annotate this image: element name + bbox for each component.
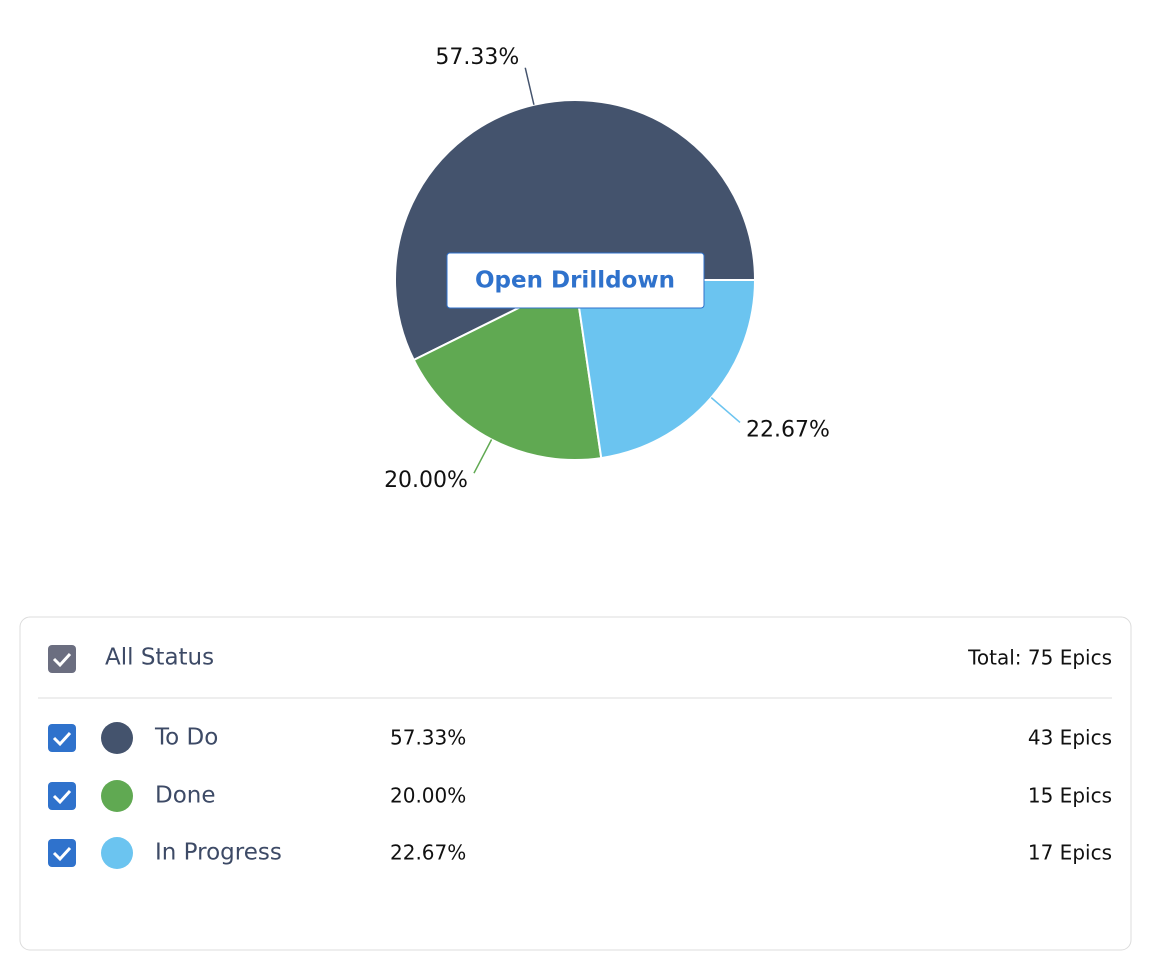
check-icon (52, 789, 72, 805)
leader-line (710, 397, 741, 424)
button-label[interactable]: Open Drilldown (475, 268, 675, 294)
all-status-label: All Status (105, 645, 214, 671)
status-name: In Progress (155, 840, 282, 866)
status-percent: 22.67% (390, 841, 466, 865)
slice-label: 22.67% (746, 417, 830, 442)
status-percent: 57.33% (390, 726, 466, 750)
pie-slice (412, 278, 603, 461)
leader-line (473, 439, 493, 474)
status-checkbox[interactable] (48, 782, 76, 810)
slice-label: 20.00% (384, 468, 468, 493)
status-count: 43 Epics (1028, 726, 1112, 750)
status-dot (101, 837, 133, 869)
status-name: Done (155, 783, 216, 809)
status-dot (101, 722, 133, 754)
status-count: 15 Epics (1028, 784, 1112, 808)
status-name: To Do (154, 725, 218, 751)
legend-panel (19, 616, 1132, 951)
check-icon (52, 652, 72, 668)
total-label: Total: 75 Epics (967, 646, 1112, 670)
check-icon (52, 846, 72, 862)
pie-slice (573, 279, 757, 460)
status-checkbox[interactable] (48, 724, 76, 752)
status-count: 17 Epics (1028, 841, 1112, 865)
status-percent: 20.00% (390, 784, 466, 808)
leader-line (524, 67, 535, 105)
drilldown-button[interactable] (446, 252, 705, 309)
all-checkbox[interactable] (48, 645, 76, 673)
slice-label: 57.33% (435, 45, 519, 70)
status-checkbox[interactable] (48, 839, 76, 867)
check-icon (52, 731, 72, 747)
status-dot (101, 780, 133, 812)
